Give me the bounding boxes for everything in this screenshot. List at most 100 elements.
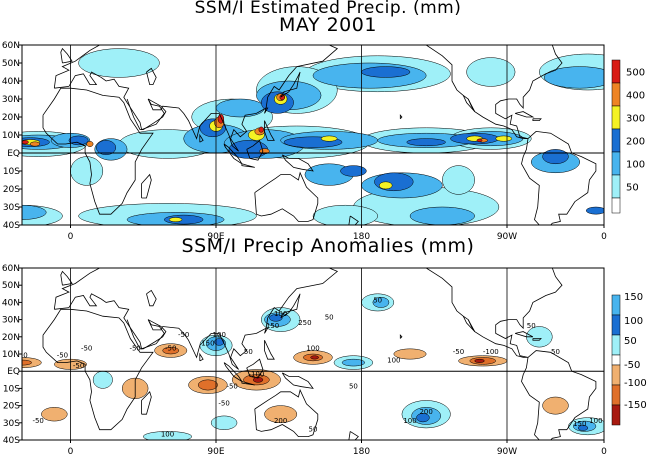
coastline <box>532 118 542 121</box>
contour-label: -50 <box>16 351 27 359</box>
coastline <box>254 171 319 222</box>
coastline <box>348 431 359 440</box>
precip-cell-200 <box>269 314 283 322</box>
precip-cell-200 <box>214 338 225 346</box>
legend-label: -150 <box>624 400 647 411</box>
legend-swatch <box>611 82 621 107</box>
contour-label: 50 <box>349 382 358 390</box>
contour-label: 150 <box>266 322 279 330</box>
y-tick-label: EQ <box>7 149 20 159</box>
precip-cell-100 <box>215 98 265 118</box>
y-tick-label: 10S <box>3 167 20 177</box>
legend-swatch <box>611 404 621 426</box>
precip-cell-50 <box>466 57 516 87</box>
coastline <box>280 293 301 319</box>
coastline <box>146 289 157 307</box>
precip-cell-500 <box>258 126 264 133</box>
coastline <box>385 45 563 140</box>
precip-cell-200 <box>542 149 569 165</box>
coastline <box>146 67 157 85</box>
contour-label: 50 <box>527 322 536 330</box>
precip-cell-50 <box>210 415 238 430</box>
y-tick-label: 40S <box>3 221 20 231</box>
precip-cell-400 <box>86 141 94 147</box>
legend-label: 400 <box>626 91 645 102</box>
x-tick-label: 90W <box>497 447 517 457</box>
y-tick-label: 30N <box>2 316 20 326</box>
precip-cell-100 <box>341 358 365 367</box>
coastline <box>126 98 167 131</box>
precip-cell-200 <box>361 66 411 78</box>
legend-label: 50 <box>624 336 637 347</box>
coastline <box>126 319 167 350</box>
coastline <box>199 352 204 362</box>
x-tick-label: 0 <box>601 232 607 242</box>
contour-label: 100 <box>387 357 400 365</box>
x-tick-label: 180 <box>353 447 370 457</box>
contour-label: -100 <box>248 370 264 378</box>
x-tick-label: 90W <box>497 232 517 242</box>
precip-cell-neg50 <box>393 348 427 360</box>
contour-label: 100 <box>589 417 602 425</box>
contour-label: -50 <box>57 351 68 359</box>
coastline <box>514 331 534 338</box>
precip-cell-50 <box>442 165 475 195</box>
contour-label: 100 <box>306 345 319 353</box>
x-tick-label: 90E <box>207 232 224 242</box>
legend-label: 100 <box>626 160 645 171</box>
top-gridlines <box>22 45 604 225</box>
legend-label: -100 <box>624 378 647 389</box>
bottom-y-axis: 60N 50N 40N 30N 20N 10N EQ 10S 20S 30S 40S <box>2 264 22 446</box>
precip-cell-200 <box>406 138 446 147</box>
legend-swatch-zero <box>611 197 621 214</box>
precip-cell-neg50 <box>41 407 68 422</box>
precip-cell-neg100 <box>22 359 32 366</box>
coastline <box>264 107 269 114</box>
coastline <box>348 215 359 225</box>
precip-cell-100 <box>543 66 604 89</box>
bottom-anomaly-field <box>22 293 604 440</box>
x-tick-label: 0 <box>601 447 607 457</box>
coastline <box>462 316 476 332</box>
contour-label: 50 <box>325 314 334 322</box>
contour-label: -50 <box>226 382 237 390</box>
precip-cell-200 <box>68 135 89 146</box>
legend-label: 50 <box>626 183 639 194</box>
coastline <box>341 227 352 236</box>
precip-cell-50 <box>70 156 104 186</box>
legend-label: 500 <box>626 68 645 79</box>
precip-cell-neg50 <box>264 405 298 424</box>
legend-label: -50 <box>624 360 640 371</box>
bottom-coastlines <box>42 268 597 440</box>
coastline <box>241 163 255 168</box>
precip-cell-neg50 <box>542 396 569 415</box>
precip-cell-100 <box>372 296 390 308</box>
x-tick-label: 90E <box>207 447 224 457</box>
top-chart-subtitle: MAY 2001 <box>279 14 377 36</box>
bottom-chart-title: SSM/I Precip Anomalies (mm) <box>181 235 475 257</box>
contour-label: 100 <box>274 310 287 318</box>
coastline <box>53 45 339 152</box>
legend-swatch <box>611 314 621 336</box>
legend-swatch <box>611 174 621 199</box>
legend-swatch <box>611 105 621 130</box>
coastline <box>199 133 204 143</box>
top-legend: 500 400 300 200 100 50 <box>611 59 645 214</box>
contour-label: -50 <box>178 331 189 339</box>
precip-cell-neg150 <box>310 355 319 360</box>
y-tick-label: 60N <box>2 264 20 274</box>
precip-cell-500 <box>22 140 29 145</box>
precip-cell-500 <box>476 138 483 143</box>
coastline <box>246 358 264 379</box>
contour-label: 100 <box>403 417 416 425</box>
coastline <box>241 381 255 386</box>
x-tick-label: 0 <box>68 232 74 242</box>
contour-label: 100 <box>161 431 174 439</box>
coastline <box>53 268 339 370</box>
precip-cell-200 <box>416 413 430 423</box>
coastline <box>264 340 275 360</box>
legend-label: 150 <box>624 292 643 303</box>
y-tick-label: 60N <box>2 41 20 51</box>
precip-cell-neg100 <box>162 346 180 355</box>
y-tick-label: 40S <box>3 436 20 446</box>
